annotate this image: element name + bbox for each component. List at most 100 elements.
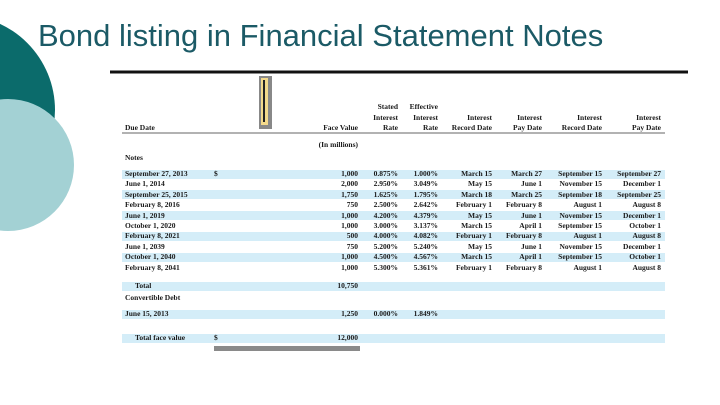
row-stripe: [122, 333, 665, 343]
column-header: Pay Date: [513, 123, 542, 132]
table-cell: February 8, 2016: [125, 200, 180, 210]
table-cell: November 15: [559, 210, 602, 220]
table-cell: September 18: [558, 189, 602, 199]
column-header: Due Date: [125, 123, 155, 132]
table-cell: 3.049%: [413, 179, 438, 189]
table-cell: 4.500%: [373, 252, 398, 262]
bottom-bar: [214, 346, 360, 351]
table-cell: August 8: [632, 231, 661, 241]
table-cell: May 15: [468, 179, 492, 189]
bracket-icon: [263, 80, 265, 122]
table-cell: 0.875%: [373, 169, 398, 178]
deco-circle-light: [0, 99, 74, 231]
column-header: Interest: [467, 112, 492, 122]
table-cell: 750: [346, 241, 358, 251]
table-cell: February 1: [455, 262, 492, 272]
table-cell: 4.379%: [413, 210, 438, 220]
table-cell: August 8: [632, 200, 661, 210]
table-cell: September 27: [617, 169, 661, 178]
column-header: Rate: [383, 123, 398, 132]
column-header: Record Date: [561, 123, 602, 132]
table-cell: 1.849%: [413, 309, 438, 318]
section-label: Convertible Debt: [125, 293, 181, 302]
table-cell: May 15: [468, 241, 492, 251]
table-cell: March 15: [461, 169, 492, 178]
table-cell: February 8, 2021: [125, 231, 180, 241]
table-cell: 2,000: [341, 179, 358, 189]
table-cell: 2.950%: [373, 179, 398, 189]
units-label: (In millions): [318, 140, 358, 149]
total-cell: 10,750: [337, 281, 358, 290]
table-cell: 3.000%: [373, 221, 398, 230]
table-cell: August 1: [573, 231, 602, 241]
table-cell: April 1: [519, 252, 542, 262]
column-header: Effective: [409, 102, 438, 111]
row-stripe: [122, 231, 665, 241]
column-header: Pay Date: [632, 123, 661, 132]
table-cell: August 1: [573, 262, 602, 272]
table-cell: August 8: [632, 262, 661, 272]
table-cell: 2.500%: [373, 200, 398, 210]
table-cell: 4.567%: [413, 252, 438, 262]
section-label: Notes: [125, 153, 143, 162]
grand-total-cell: $: [214, 333, 218, 343]
table-cell: September 15: [558, 252, 602, 262]
table-cell: 1,000: [341, 262, 358, 272]
table-cell: June 15, 2013: [125, 309, 169, 318]
table-cell: 5.200%: [373, 241, 398, 251]
table-cell: March 18: [461, 189, 492, 199]
table-cell: June 1: [520, 179, 542, 189]
table-cell: October 1, 2040: [125, 252, 176, 262]
table-cell: 2.642%: [413, 200, 438, 210]
column-header: Interest: [373, 112, 398, 122]
row-stripe: [122, 281, 665, 291]
table-cell: 4.000%: [373, 231, 398, 241]
table-cell: 4.082%: [413, 231, 438, 241]
table-cell: 5.300%: [373, 262, 398, 272]
table-cell: 1.625%: [373, 189, 398, 199]
table-cell: 1.795%: [413, 189, 438, 199]
column-header: Rate: [423, 123, 438, 132]
table-cell: 1,000: [341, 221, 358, 230]
table-cell: December 1: [623, 179, 661, 189]
column-header: Interest: [577, 112, 602, 122]
table-cell: December 1: [623, 210, 661, 220]
table-cell: October 1: [629, 252, 661, 262]
column-header: Interest: [636, 112, 661, 122]
table-cell: September 25, 2015: [125, 189, 188, 199]
row-stripe: [122, 309, 665, 319]
grand-total-cell: Total face value: [135, 333, 186, 343]
table-cell: 1,000: [341, 169, 358, 178]
row-stripe: [122, 211, 665, 221]
table-cell: 0.000%: [373, 309, 398, 318]
grand-total-cell: 12,000: [337, 333, 358, 343]
table-cell: 1,250: [341, 309, 358, 318]
table-cell: September 15: [558, 169, 602, 178]
table-cell: June 1, 2019: [125, 210, 165, 220]
row-stripe: [122, 190, 665, 200]
table-cell: February 8, 2041: [125, 262, 180, 272]
table-cell: 500: [346, 231, 358, 241]
table-cell: September 15: [558, 221, 602, 230]
table-cell: 1,000: [341, 210, 358, 220]
column-header: Face Value: [323, 123, 358, 132]
table-cell: November 15: [559, 179, 602, 189]
table-cell: November 15: [559, 241, 602, 251]
table-cell: August 1: [573, 200, 602, 210]
column-header: Interest: [517, 112, 542, 122]
table-cell: September 25: [617, 189, 661, 199]
table-cell: February 1: [455, 200, 492, 210]
table-cell: June 1: [520, 210, 542, 220]
table-cell: February 8: [505, 231, 542, 241]
table-cell: 5.361%: [413, 262, 438, 272]
table-cell: 3.137%: [413, 221, 438, 230]
table-cell: 750: [346, 200, 358, 210]
table-cell: March 25: [511, 189, 542, 199]
table-cell: 4.200%: [373, 210, 398, 220]
table-cell: 1,750: [341, 189, 358, 199]
table-cell: 1.000%: [413, 169, 438, 178]
row-stripe: [122, 252, 665, 262]
column-header: Interest: [413, 112, 438, 122]
